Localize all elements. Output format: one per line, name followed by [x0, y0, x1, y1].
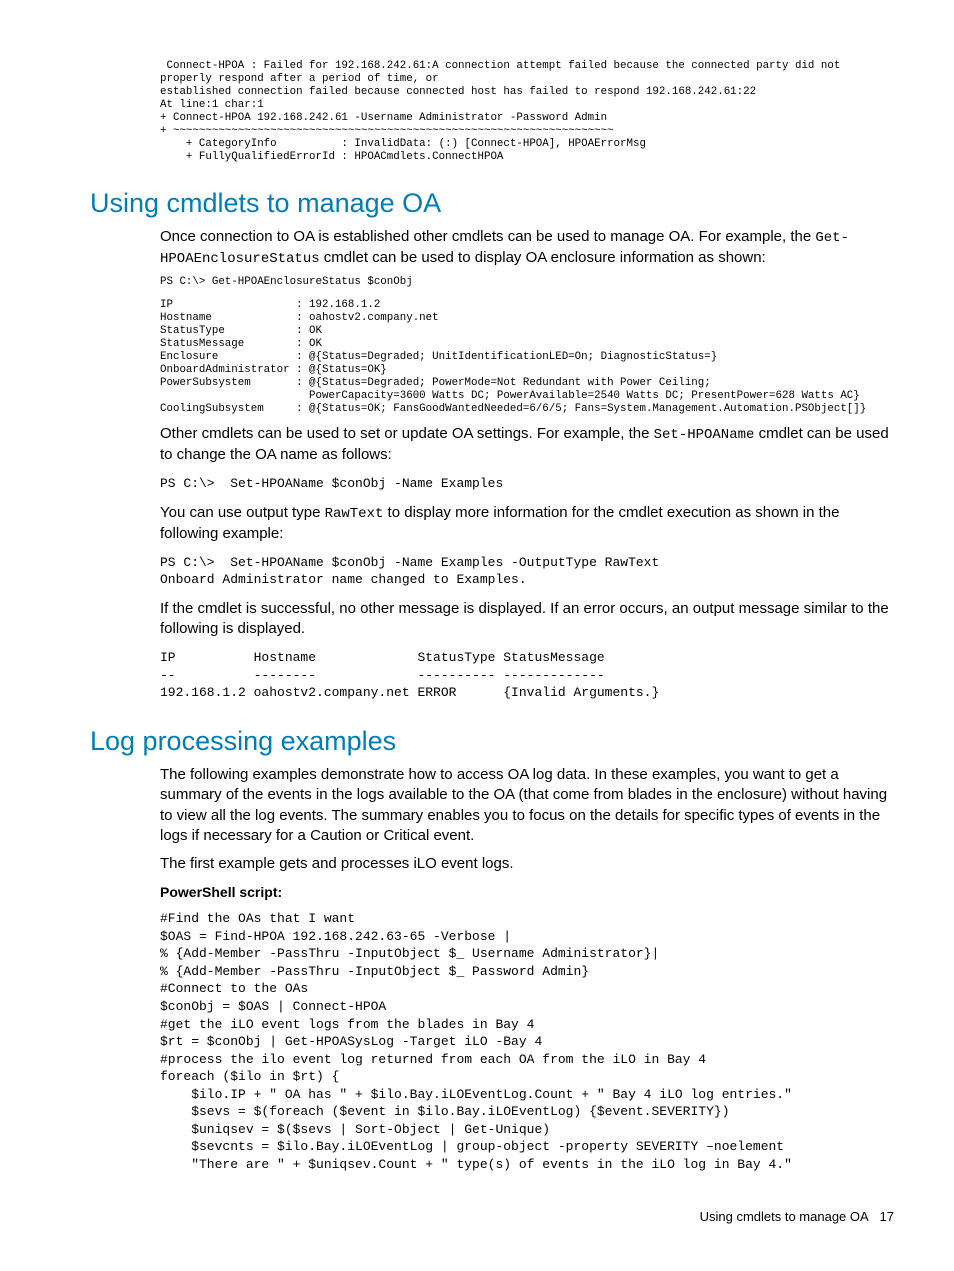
- footer-text: Using cmdlets to manage OA: [700, 1209, 869, 1224]
- inline-code: RawText: [325, 506, 384, 522]
- paragraph: You can use output type RawText to displ…: [160, 503, 894, 544]
- error-output: Connect-HPOA : Failed for 192.168.242.61…: [160, 60, 894, 164]
- paragraph: Once connection to OA is established oth…: [160, 227, 894, 269]
- page-footer: Using cmdlets to manage OA 17: [90, 1209, 894, 1224]
- paragraph: If the cmdlet is successful, no other me…: [160, 599, 894, 640]
- text: cmdlet can be used to display OA enclosu…: [320, 249, 766, 266]
- section-heading-log-processing: Log processing examples: [90, 726, 894, 757]
- text: Other cmdlets can be used to set or upda…: [160, 425, 654, 442]
- section-heading-cmdlets: Using cmdlets to manage OA: [90, 188, 894, 219]
- paragraph: The first example gets and processes iLO…: [160, 854, 894, 874]
- paragraph: The following examples demonstrate how t…: [160, 765, 894, 846]
- inline-code: Set-HPOAName: [654, 427, 755, 443]
- error-table-output: IP Hostname StatusType StatusMessage -- …: [160, 649, 894, 702]
- text: You can use output type: [160, 504, 325, 521]
- command-line: PS C:\> Get-HPOAEnclosureStatus $conObj: [160, 276, 894, 289]
- paragraph: Other cmdlets can be used to set or upda…: [160, 424, 894, 465]
- script-label: PowerShell script:: [160, 884, 894, 900]
- powershell-script: #Find the OAs that I want $OAS = Find-HP…: [160, 910, 894, 1173]
- command-line: PS C:\> Set-HPOAName $conObj -Name Examp…: [160, 475, 894, 493]
- page-number: 17: [880, 1209, 894, 1224]
- command-output: IP : 192.168.1.2 Hostname : oahostv2.com…: [160, 299, 894, 416]
- text: Once connection to OA is established oth…: [160, 228, 815, 245]
- command-output: PS C:\> Set-HPOAName $conObj -Name Examp…: [160, 554, 894, 589]
